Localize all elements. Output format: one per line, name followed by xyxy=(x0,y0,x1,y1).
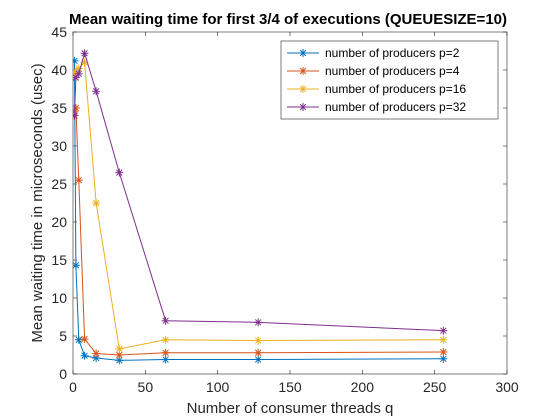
data-point xyxy=(115,344,124,353)
legend: number of producers p=2 number of produce… xyxy=(280,40,499,120)
y-tick-label: 0 xyxy=(59,366,67,382)
data-point xyxy=(161,355,170,364)
data-point xyxy=(115,168,124,177)
y-tick-label: 15 xyxy=(51,252,67,268)
data-point xyxy=(439,347,448,356)
data-point xyxy=(92,199,101,207)
y-tick-label: 10 xyxy=(51,290,67,306)
data-point xyxy=(439,326,448,335)
legend-label: number of producers p=2 xyxy=(325,46,460,60)
y-tick-label: 25 xyxy=(51,176,67,192)
data-point xyxy=(92,349,101,358)
data-point xyxy=(74,69,83,78)
x-tick-label: 50 xyxy=(138,379,154,395)
data-point xyxy=(73,104,80,112)
legend-label: number of producers p=32 xyxy=(325,100,466,114)
chart-title: Mean waiting time for first 3/4 of execu… xyxy=(69,11,507,28)
data-point xyxy=(80,49,89,58)
data-point xyxy=(73,261,80,270)
x-tick-label: 250 xyxy=(423,379,447,395)
legend-item: number of producers p=4 xyxy=(287,64,460,78)
data-point xyxy=(161,335,170,344)
data-point xyxy=(74,335,83,344)
x-tick-label: 100 xyxy=(206,379,230,395)
legend-label: number of producers p=16 xyxy=(325,82,466,96)
x-axis-label: Number of consumer threads q xyxy=(187,400,394,417)
y-tick-label: 5 xyxy=(59,328,67,344)
y-tick-label: 35 xyxy=(51,100,67,116)
legend-box xyxy=(280,40,499,120)
data-point xyxy=(73,56,79,65)
series-1 xyxy=(73,56,448,365)
data-point xyxy=(74,176,83,185)
data-point xyxy=(254,355,263,364)
legend-marker xyxy=(299,85,307,93)
legend-item: number of producers p=32 xyxy=(287,100,466,114)
x-tick-label: 200 xyxy=(351,379,375,395)
series-group xyxy=(73,49,448,365)
data-point xyxy=(254,336,263,345)
legend-label: number of producers p=4 xyxy=(325,64,460,78)
data-point xyxy=(439,335,448,344)
series-line-2 xyxy=(73,107,444,356)
x-tick-label: 0 xyxy=(69,379,77,395)
data-point xyxy=(80,351,89,360)
x-tick-label: 150 xyxy=(278,379,302,395)
data-point xyxy=(115,351,124,359)
data-point xyxy=(161,316,170,325)
data-point xyxy=(80,335,89,344)
x-tick-label: 300 xyxy=(495,379,519,395)
y-tick-label: 40 xyxy=(51,62,67,78)
legend-marker xyxy=(299,103,307,111)
y-tick-label: 30 xyxy=(51,138,67,154)
series-4 xyxy=(73,49,448,335)
y-tick-label: 20 xyxy=(51,214,67,230)
data-point xyxy=(254,318,263,327)
data-point xyxy=(254,348,263,357)
data-point xyxy=(161,348,170,357)
data-point xyxy=(92,87,101,96)
data-point xyxy=(73,111,79,120)
y-axis-label: Mean waiting time in microseconds (usec) xyxy=(29,63,46,342)
legend-marker xyxy=(299,49,307,57)
legend-marker xyxy=(299,67,307,75)
y-tick-label: 45 xyxy=(51,24,67,40)
data-point xyxy=(439,354,448,363)
legend-item: number of producers p=16 xyxy=(287,82,466,96)
series-2 xyxy=(73,104,448,359)
data-point xyxy=(73,73,80,82)
legend-item: number of producers p=2 xyxy=(287,46,460,60)
